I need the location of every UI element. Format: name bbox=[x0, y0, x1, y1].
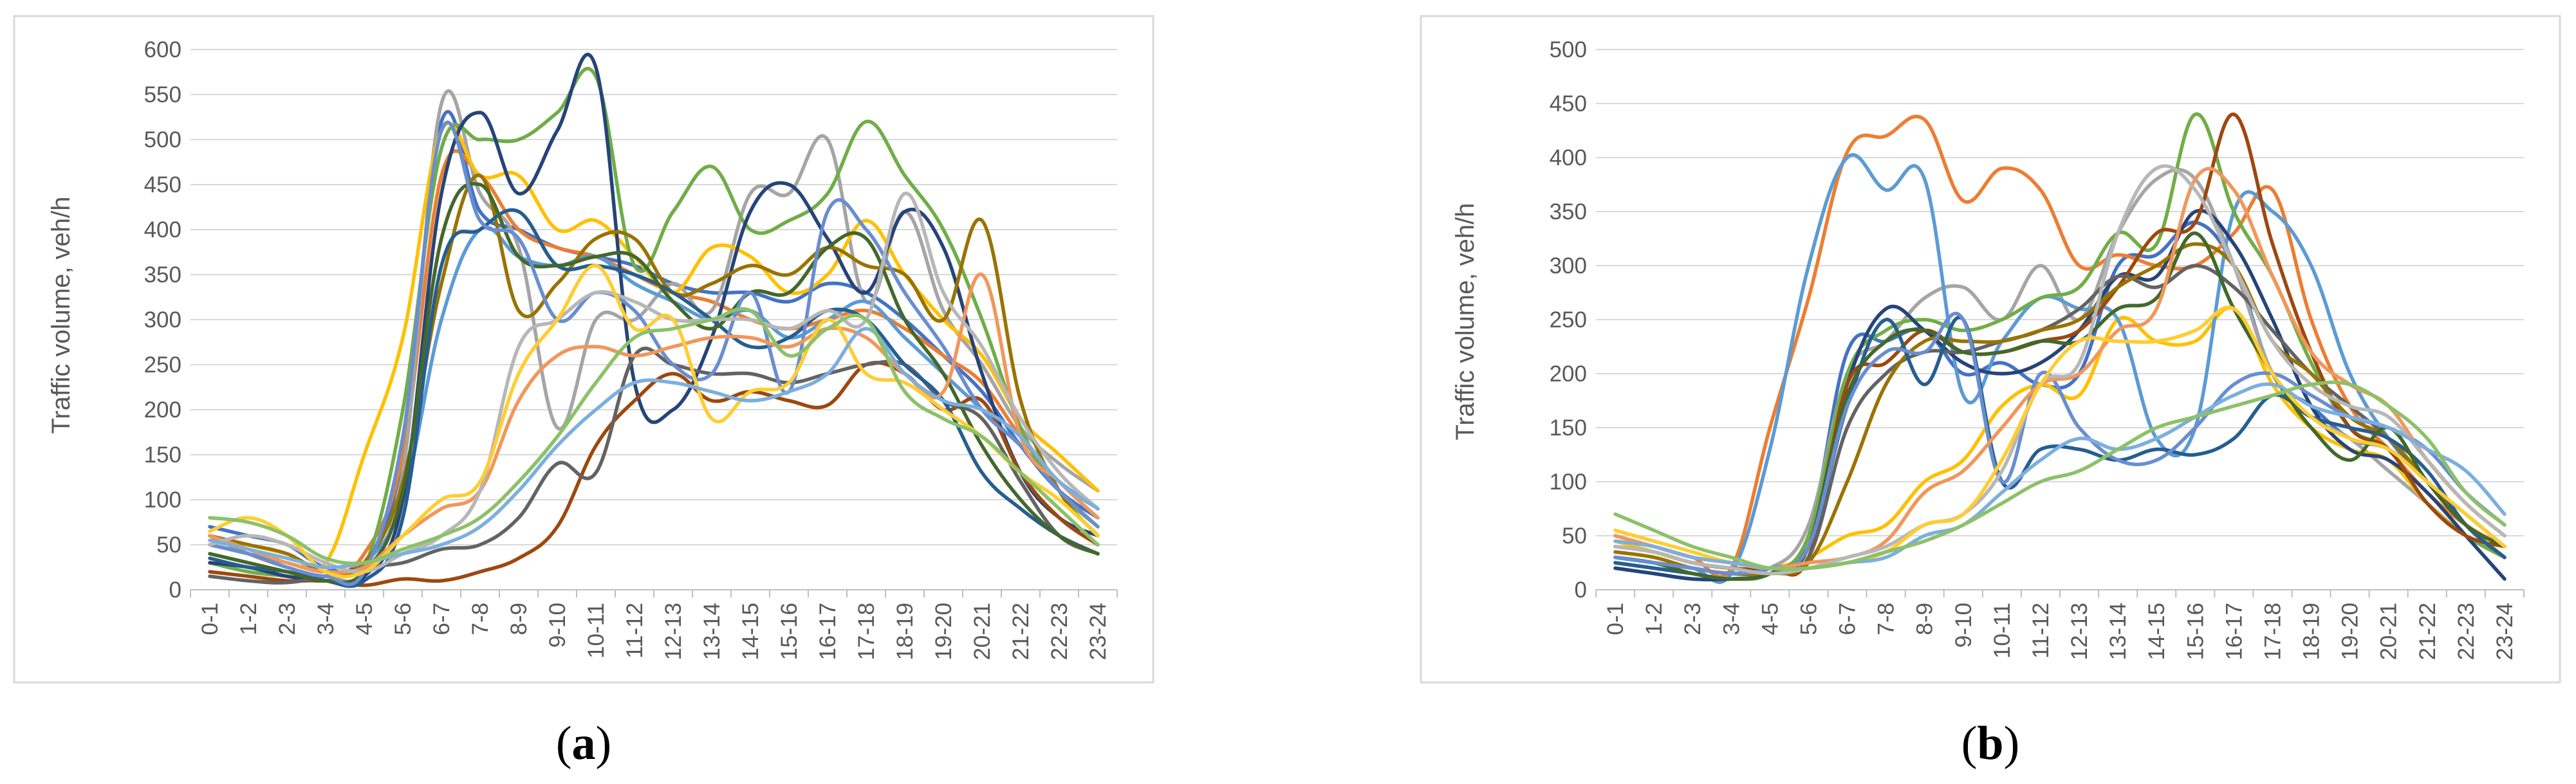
x-tick-label: 8-9 bbox=[1913, 603, 1938, 635]
series-line-s8 bbox=[208, 361, 1100, 587]
x-tick-label: 5-6 bbox=[1797, 603, 1822, 635]
x-tick-label: 13-14 bbox=[2106, 603, 2131, 661]
series-line-s10 bbox=[208, 174, 1100, 576]
x-tick-label: 16-17 bbox=[815, 603, 840, 661]
y-tick-label: 150 bbox=[144, 442, 181, 468]
series-lines bbox=[208, 53, 1100, 588]
series-lines bbox=[1613, 112, 2507, 584]
x-tick-label: 2-3 bbox=[1680, 603, 1705, 635]
x-tick-label: 4-5 bbox=[1757, 603, 1783, 635]
y-tick-labels: 0 50 100 150 200 250 300 350 400 450 500 bbox=[1550, 37, 1587, 603]
y-tick-label: 400 bbox=[1550, 145, 1587, 170]
y-tick-label: 600 bbox=[144, 37, 181, 62]
caption-b: (b) bbox=[1961, 717, 2019, 770]
y-tick-label: 50 bbox=[1562, 524, 1587, 549]
series-line-s15 bbox=[1613, 164, 2507, 576]
x-tick-label: 8-9 bbox=[506, 603, 532, 635]
y-tick-label: 100 bbox=[1550, 469, 1587, 495]
series-line-s8 bbox=[1613, 113, 2507, 577]
x-tick-label: 11-12 bbox=[2028, 603, 2053, 659]
y-tick-label: 100 bbox=[144, 488, 181, 513]
caption-a: (a) bbox=[556, 717, 611, 770]
x-tick-label: 17-18 bbox=[2261, 603, 2286, 661]
x-tick-label: 23-24 bbox=[2492, 603, 2517, 661]
y-tick-label: 250 bbox=[144, 352, 181, 378]
x-tick-label: 0-1 bbox=[1603, 603, 1628, 635]
series-line-s18 bbox=[208, 307, 1100, 565]
x-tick-label: 17-18 bbox=[854, 603, 879, 661]
x-tick-label: 19-20 bbox=[2338, 603, 2363, 661]
x-tick-label: 1-2 bbox=[236, 603, 261, 635]
chart-panel-b: 0 50 100 150 200 250 300 350 400 450 500 0-1 1-2 2-3… bbox=[1420, 15, 2561, 684]
x-tick-label: 14-15 bbox=[2144, 603, 2169, 661]
chart-frame bbox=[1420, 15, 2561, 684]
y-axis-label: Traffic volume, veh/h bbox=[47, 196, 75, 433]
x-tick-label: 10-11 bbox=[1990, 603, 2015, 659]
y-tick-label: 500 bbox=[1550, 37, 1587, 62]
x-tick-label: 18-19 bbox=[2299, 603, 2324, 661]
x-tick-label: 3-4 bbox=[313, 603, 338, 635]
series-line-s3 bbox=[208, 89, 1100, 583]
x-tick-label: 6-7 bbox=[429, 603, 454, 635]
y-tick-labels: 0 50 100 150 200 250 300 350 400 450 500 550 600 bbox=[144, 37, 181, 603]
y-tick-label: 0 bbox=[1575, 578, 1587, 603]
y-tick-label: 200 bbox=[144, 397, 181, 423]
y-tick-label: 400 bbox=[144, 217, 181, 242]
series-line-s18 bbox=[1613, 380, 2507, 571]
series-line-s2 bbox=[208, 149, 1100, 579]
x-tick-label: 3-4 bbox=[1719, 603, 1744, 635]
x-tick-label: 18-19 bbox=[893, 603, 918, 661]
y-tick-label: 350 bbox=[144, 262, 181, 287]
x-tick-label: 12-13 bbox=[2067, 603, 2092, 661]
x-tick-label: 20-21 bbox=[2377, 603, 2402, 661]
chart-panel-a: 0 50 100 150 200 250 300 350 400 450 500 550 600 0-1… bbox=[13, 15, 1154, 684]
x-tick-label: 22-23 bbox=[1047, 603, 1072, 661]
series-line-s13 bbox=[208, 120, 1100, 587]
y-axis-label: Traffic volume, veh/h bbox=[1451, 203, 1479, 440]
y-tick-label: 150 bbox=[1550, 415, 1587, 441]
y-tick-label: 50 bbox=[156, 533, 181, 558]
x-tick-label: 13-14 bbox=[700, 603, 725, 661]
series-line-s16 bbox=[208, 264, 1100, 579]
y-tick-label: 300 bbox=[144, 307, 181, 333]
x-tick-label: 5-6 bbox=[391, 603, 416, 635]
y-tick-label: 300 bbox=[1550, 253, 1587, 278]
x-tick-label: 20-21 bbox=[970, 603, 995, 661]
x-tick-label: 6-7 bbox=[1835, 603, 1860, 635]
y-tick-label: 250 bbox=[1550, 307, 1587, 333]
x-tick-label: 1-2 bbox=[1642, 603, 1667, 635]
y-tick-label: 500 bbox=[144, 127, 181, 152]
x-tick-label: 2-3 bbox=[275, 603, 300, 635]
y-tick-label: 0 bbox=[169, 578, 181, 603]
x-tick-label: 11-12 bbox=[622, 603, 647, 659]
x-tick-label: 12-13 bbox=[661, 603, 686, 661]
x-tick-label: 4-5 bbox=[352, 603, 377, 635]
y-tick-label: 450 bbox=[144, 172, 181, 197]
x-tick-label: 10-11 bbox=[584, 603, 609, 659]
x-tick-label: 15-16 bbox=[2183, 603, 2208, 661]
x-tick-label: 21-22 bbox=[1008, 603, 1033, 661]
x-tick-label: 14-15 bbox=[738, 603, 763, 661]
y-tick-label: 450 bbox=[1550, 91, 1587, 116]
x-tick-label: 7-8 bbox=[468, 603, 493, 635]
x-tick-label: 15-16 bbox=[777, 603, 802, 661]
x-tick-label: 9-10 bbox=[545, 603, 570, 648]
series-line-s6 bbox=[208, 67, 1100, 587]
x-tick-label: 9-10 bbox=[1951, 603, 1976, 648]
series-line-s11 bbox=[208, 208, 1100, 588]
y-tick-label: 550 bbox=[144, 82, 181, 107]
x-tick-labels: 0-1 1-2 2-3 3-4 4-5 5-6 6-7 7-8 8-9 9-10 10-11 11-1… bbox=[198, 603, 1111, 661]
y-tick-label: 350 bbox=[1550, 199, 1587, 224]
x-tick-label: 7-8 bbox=[1874, 603, 1899, 635]
y-tick-label: 200 bbox=[1550, 361, 1587, 387]
series-line-s2 bbox=[1613, 114, 2507, 579]
x-tick-label: 21-22 bbox=[2415, 603, 2440, 661]
x-tick-label: 22-23 bbox=[2454, 603, 2479, 661]
x-tick-label: 23-24 bbox=[1086, 603, 1111, 661]
x-tick-labels: 0-1 1-2 2-3 3-4 4-5 5-6 6-7 7-8 8-9 9-10 10-11 11-1… bbox=[1603, 603, 2517, 661]
x-tick-label: 0-1 bbox=[198, 603, 223, 635]
x-tick-label: 16-17 bbox=[2221, 603, 2247, 661]
x-tick-label: 19-20 bbox=[931, 603, 956, 661]
